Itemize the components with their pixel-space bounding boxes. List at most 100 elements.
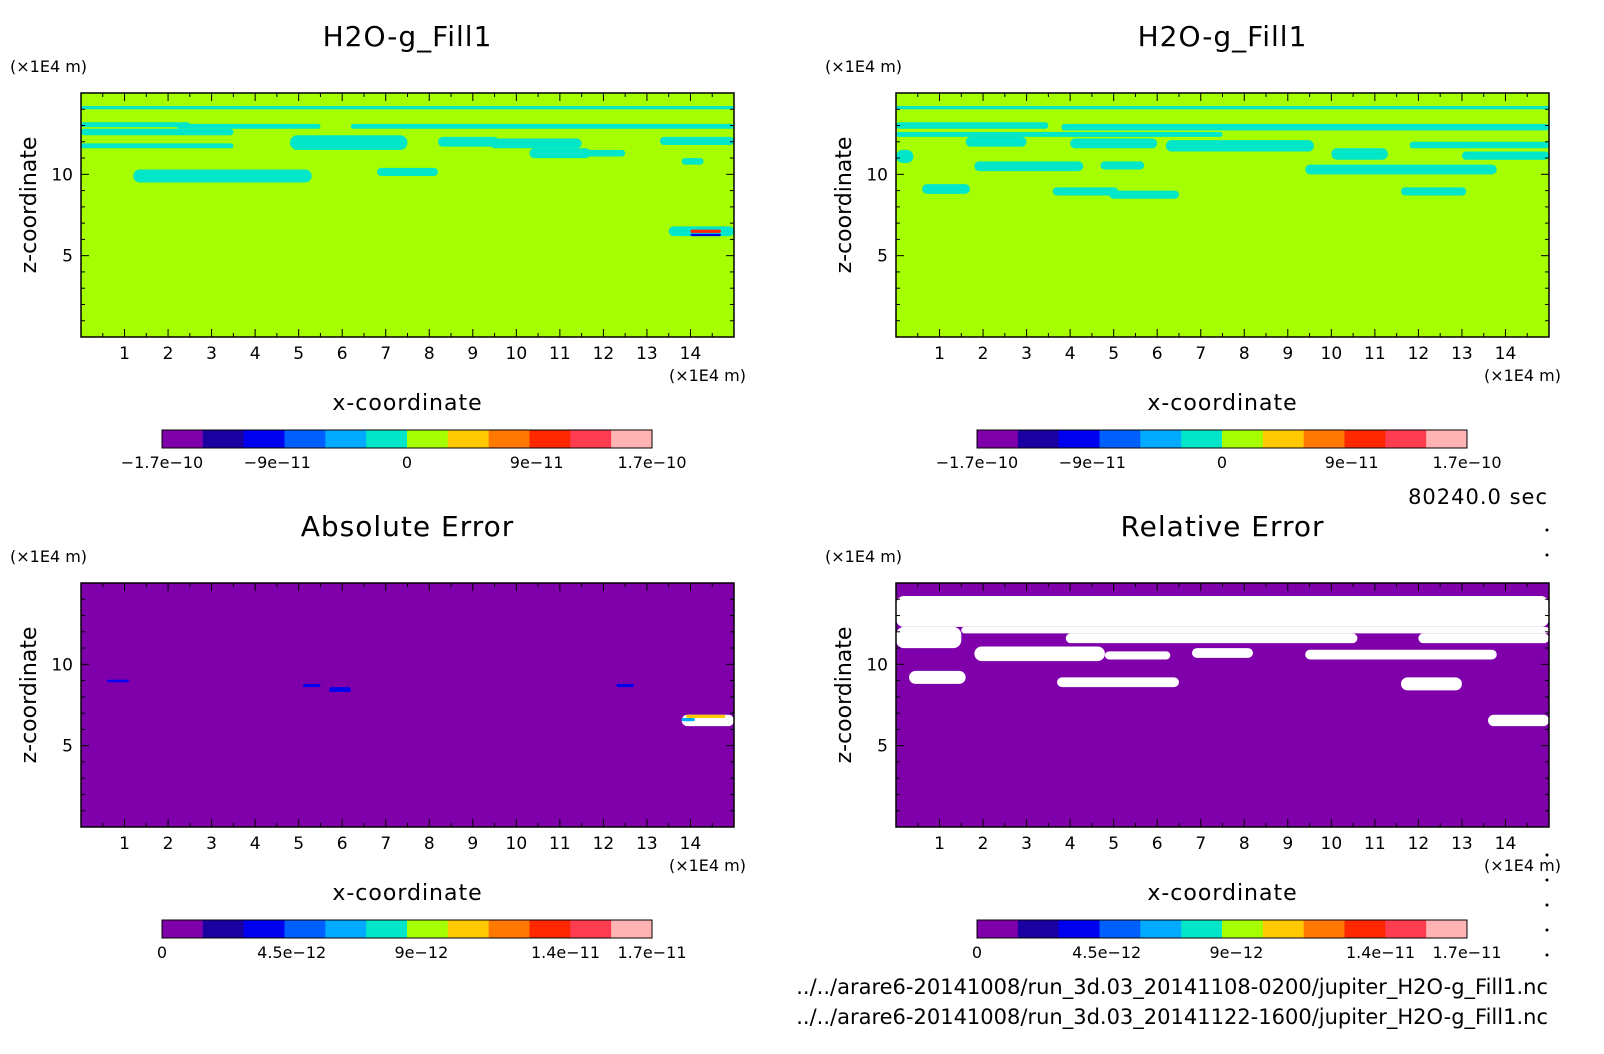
contour-region: [437, 136, 499, 147]
x-tick-label: 9: [467, 834, 478, 854]
margin-dot: [1545, 853, 1549, 857]
y-axis-unit: (×1E4 m): [10, 547, 87, 566]
x-axis-label: x-coordinate: [1147, 881, 1297, 906]
x-tick-label: 9: [1282, 834, 1293, 854]
colorbar-segment: [243, 920, 285, 938]
x-tick-label: 8: [1239, 344, 1250, 364]
contour-region: [1418, 633, 1549, 644]
contour-region: [1109, 190, 1179, 199]
x-tick-label: 4: [1065, 344, 1076, 364]
x-tick-label: 12: [593, 834, 615, 854]
colorbar-segment: [284, 430, 326, 448]
y-axis-label: z-coordinate: [17, 137, 42, 274]
colorbar-tick-label: −1.7e−10: [121, 453, 203, 472]
colorbar-segment: [488, 430, 530, 448]
contour-region: [896, 149, 914, 163]
colorbar-segment: [1426, 430, 1468, 448]
contour-region: [81, 128, 234, 136]
colorbar-segment: [1262, 920, 1305, 938]
chart-title: Absolute Error: [301, 510, 515, 543]
colorbar-segment: [1181, 430, 1223, 448]
x-axis-label: x-coordinate: [1147, 391, 1297, 416]
x-tick-label: 2: [163, 834, 174, 854]
contour-region: [686, 714, 726, 719]
contour-region: [1100, 161, 1145, 170]
colorbar-tick-label: 9e−12: [1210, 943, 1264, 962]
colorbar-tick-label: 0: [402, 453, 412, 472]
x-tick-label: 14: [1495, 834, 1517, 854]
y-axis-unit: (×1E4 m): [10, 57, 87, 76]
colorbar-segment: [162, 430, 204, 448]
contour-region: [490, 138, 582, 149]
contour-region: [1057, 677, 1179, 688]
colorbar-segment: [1099, 430, 1141, 448]
contour-region: [529, 148, 591, 159]
colorbar-tick-label: 1.4e−11: [531, 943, 600, 962]
x-tick-label: 10: [506, 834, 528, 854]
colorbar-segment: [325, 920, 367, 938]
colorbar-tick-label: 9e−11: [1325, 453, 1379, 472]
margin-dot: [1545, 953, 1549, 957]
contour-region: [1192, 648, 1253, 658]
contour-region: [1331, 148, 1388, 160]
colorbar-segment: [407, 920, 449, 938]
x-tick-label: 11: [549, 344, 571, 364]
colorbar-segment: [202, 920, 245, 938]
colorbar-segment: [202, 430, 245, 448]
x-tick-label: 4: [250, 344, 261, 364]
y-axis-label: z-coordinate: [832, 137, 857, 274]
contour-region: [896, 132, 1223, 137]
x-tick-label: 7: [1195, 344, 1206, 364]
colorbar-segment: [366, 920, 408, 938]
y-tick-label: 10: [51, 655, 73, 675]
colorbar-tick-label: 1.7e−10: [617, 453, 686, 472]
colorbar-tick-label: 1.7e−11: [1432, 943, 1501, 962]
colorbar-tick-label: 1.7e−10: [1432, 453, 1501, 472]
colorbar-segment: [447, 920, 490, 938]
margin-dot: [1545, 878, 1549, 882]
x-tick-label: 1: [119, 344, 130, 364]
x-tick-label: 11: [549, 834, 571, 854]
colorbar-segment: [611, 430, 653, 448]
x-tick-label: 6: [337, 834, 348, 854]
colorbar-segment: [1222, 920, 1264, 938]
colorbar-segment: [407, 430, 449, 448]
colorbar-segment: [977, 920, 1019, 938]
contour-region: [1065, 633, 1358, 644]
contour-region: [1061, 123, 1549, 131]
contour-layer: [107, 679, 734, 727]
contour-region: [1488, 714, 1549, 727]
colorbar-tick-label: 4.5e−12: [257, 943, 326, 962]
x-tick-label: 5: [1108, 344, 1119, 364]
x-tick-label: 1: [934, 344, 945, 364]
x-tick-label: 7: [1195, 834, 1206, 854]
file-path-2: ../../arare6-20141008/run_3d.03_20141122…: [796, 1005, 1548, 1030]
colorbar-segment: [1303, 430, 1345, 448]
colorbar-segment: [1262, 430, 1305, 448]
colorbar-tick-label: −9e−11: [244, 453, 311, 472]
colorbar-segment: [977, 430, 1019, 448]
x-tick-label: 12: [1408, 344, 1430, 364]
colorbar-segment: [1140, 430, 1182, 448]
chart-title: H2O-g_Fill1: [323, 20, 493, 53]
contour-region: [681, 158, 704, 165]
colorbar-segment: [1181, 920, 1223, 938]
x-tick-label: 2: [978, 344, 989, 364]
chart-title: H2O-g_Fill1: [1138, 20, 1308, 53]
x-tick-label: 12: [1408, 834, 1430, 854]
contour-region: [81, 122, 190, 128]
colorbar-tick-label: −9e−11: [1059, 453, 1126, 472]
contour-region: [350, 123, 734, 129]
x-tick-label: 7: [380, 344, 391, 364]
contour-region: [329, 687, 351, 692]
x-axis-unit: (×1E4 m): [669, 366, 746, 385]
x-tick-label: 13: [1451, 344, 1473, 364]
contour-region: [581, 149, 626, 157]
contour-region: [81, 143, 234, 149]
contour-region: [974, 646, 1105, 662]
x-tick-label: 14: [1495, 344, 1517, 364]
x-tick-label: 13: [1451, 834, 1473, 854]
x-tick-label: 5: [1108, 834, 1119, 854]
contour-region: [1070, 138, 1158, 149]
colorbar-segment: [1344, 430, 1386, 448]
